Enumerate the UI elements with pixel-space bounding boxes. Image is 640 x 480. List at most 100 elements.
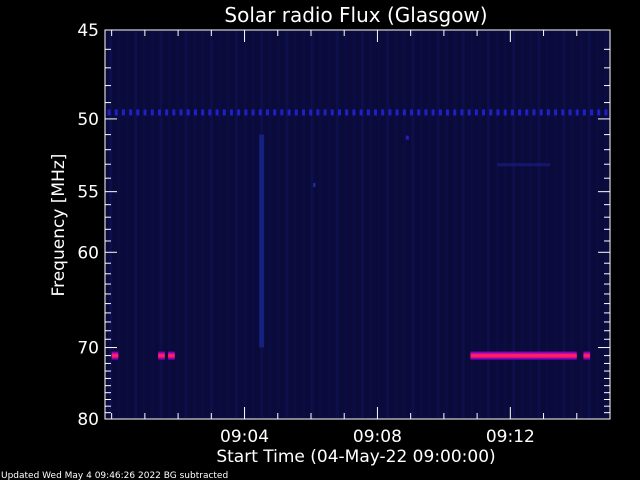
interference-dot bbox=[208, 109, 212, 116]
texture-streak bbox=[537, 31, 541, 418]
interference-dot bbox=[136, 109, 140, 116]
texture-streak bbox=[487, 31, 490, 418]
interference-dot bbox=[323, 109, 327, 116]
texture-streak bbox=[125, 31, 129, 418]
texture-streak bbox=[218, 31, 222, 418]
texture-streak bbox=[361, 31, 364, 418]
faint-band bbox=[497, 163, 551, 167]
vertical-feature bbox=[259, 134, 265, 348]
interference-dot bbox=[172, 109, 176, 116]
y-tick-label: 50 bbox=[77, 110, 99, 130]
interference-dot bbox=[431, 109, 435, 116]
texture-streak bbox=[176, 31, 180, 418]
interference-dot bbox=[129, 109, 133, 116]
texture-streak bbox=[604, 31, 608, 418]
burst-mark bbox=[583, 353, 591, 358]
texture-streak bbox=[285, 31, 289, 418]
interference-dot bbox=[568, 109, 572, 116]
texture-streak bbox=[243, 31, 247, 418]
x-tick-label: 09:08 bbox=[353, 427, 402, 447]
texture-streak bbox=[579, 31, 583, 418]
interference-dot bbox=[496, 109, 500, 116]
texture-streak bbox=[209, 31, 213, 418]
texture-streak bbox=[562, 31, 566, 418]
interference-dot bbox=[510, 109, 514, 116]
interference-dot bbox=[590, 109, 594, 116]
interference-dot bbox=[258, 109, 262, 116]
interference-dot bbox=[546, 109, 550, 116]
interference-dot bbox=[366, 109, 370, 116]
interference-row bbox=[107, 109, 608, 116]
y-axis-title: Frequency [MHz] bbox=[49, 154, 69, 297]
interference-dot bbox=[381, 109, 385, 116]
interference-dot bbox=[121, 109, 125, 116]
texture-streak bbox=[478, 31, 482, 418]
interference-dot bbox=[561, 109, 565, 116]
interference-dot bbox=[186, 109, 190, 116]
interference-dot bbox=[265, 109, 269, 116]
texture-streak bbox=[436, 31, 440, 418]
interference-dot bbox=[179, 109, 183, 116]
burst-mark bbox=[168, 353, 175, 358]
texture-streak bbox=[571, 31, 574, 418]
plot-frame bbox=[104, 29, 611, 420]
burst-mark bbox=[111, 353, 119, 358]
interference-dot bbox=[575, 109, 579, 116]
y-tick-label: 45 bbox=[77, 21, 99, 41]
interference-dot bbox=[539, 109, 543, 116]
x-tick-label: 09:04 bbox=[220, 427, 269, 447]
texture-streak bbox=[327, 31, 331, 418]
texture-streak bbox=[344, 31, 348, 418]
texture-streak bbox=[386, 31, 390, 418]
interference-dot bbox=[554, 109, 558, 116]
texture-streak bbox=[302, 31, 306, 418]
interference-dot bbox=[251, 109, 255, 116]
texture-streak bbox=[193, 31, 196, 418]
interference-dot bbox=[229, 109, 233, 116]
burst-mark bbox=[470, 353, 577, 358]
interference-dot bbox=[345, 109, 349, 116]
interference-dot bbox=[467, 109, 471, 116]
interference-dot bbox=[503, 109, 507, 116]
texture-streak bbox=[503, 31, 507, 418]
interference-dot bbox=[237, 109, 241, 116]
texture-streak bbox=[352, 31, 356, 418]
interference-dot bbox=[446, 109, 450, 116]
interference-dot bbox=[359, 109, 363, 116]
interference-dot bbox=[337, 109, 341, 116]
interference-dot bbox=[489, 109, 493, 116]
texture-streak bbox=[167, 31, 171, 418]
interference-dot bbox=[582, 109, 586, 116]
texture-streak bbox=[419, 31, 423, 418]
texture-streak bbox=[461, 31, 465, 418]
interference-dot bbox=[402, 109, 406, 116]
background-texture bbox=[109, 31, 608, 418]
burst-mark bbox=[158, 353, 165, 358]
interference-dot bbox=[388, 109, 392, 116]
y-tick-label: 70 bbox=[77, 339, 99, 359]
footer-status: Updated Wed May 4 09:46:26 2022 BG subtr… bbox=[1, 471, 228, 480]
burst-series bbox=[111, 351, 591, 360]
interference-dot bbox=[424, 109, 428, 116]
texture-streak bbox=[495, 31, 499, 418]
texture-streak bbox=[159, 31, 163, 418]
interference-dot bbox=[201, 109, 205, 116]
interference-dot bbox=[280, 109, 284, 116]
texture-streak bbox=[411, 31, 415, 418]
texture-streak bbox=[226, 31, 230, 418]
texture-streak bbox=[377, 31, 381, 418]
interference-dot bbox=[604, 109, 608, 116]
interference-dot bbox=[438, 109, 442, 116]
interference-dot bbox=[395, 109, 399, 116]
texture-streak bbox=[251, 31, 255, 418]
interference-dot bbox=[294, 109, 298, 116]
interference-dot bbox=[532, 109, 536, 116]
interference-dot bbox=[482, 109, 486, 116]
interference-dot bbox=[301, 109, 305, 116]
interference-dot bbox=[215, 109, 219, 116]
interference-dot bbox=[143, 109, 147, 116]
texture-streak bbox=[335, 31, 339, 418]
texture-streak bbox=[512, 31, 516, 418]
texture-streak bbox=[545, 31, 549, 418]
